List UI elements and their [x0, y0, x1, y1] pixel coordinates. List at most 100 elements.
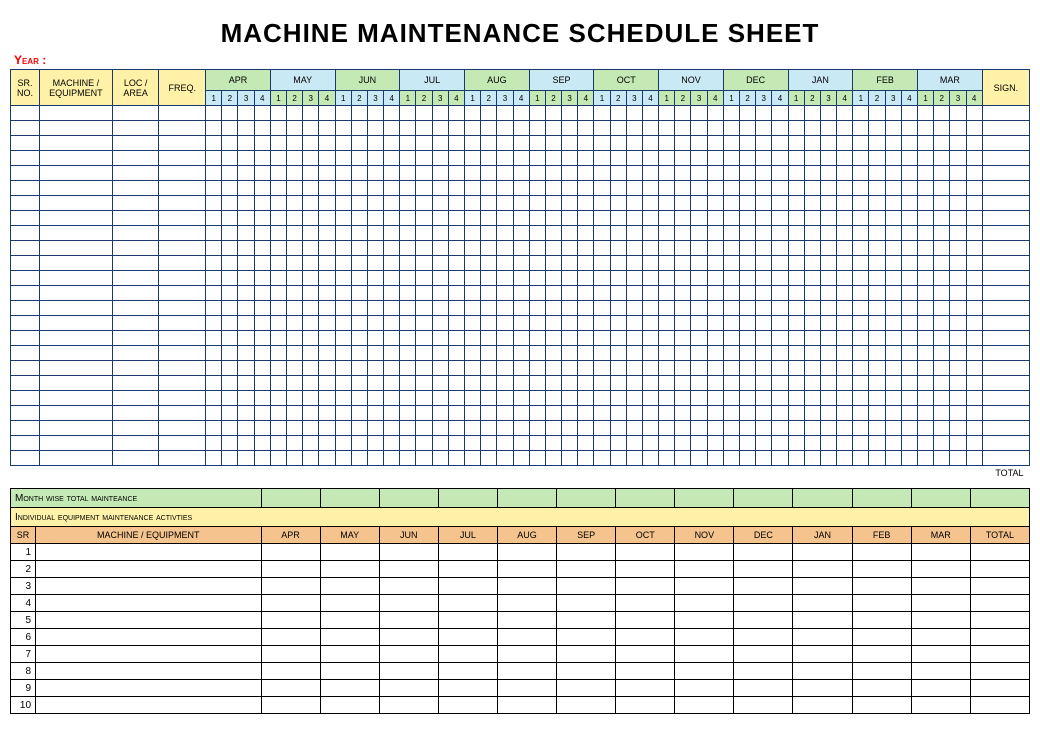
schedule-row — [11, 451, 1030, 466]
col-month-aug: AUG — [464, 70, 529, 91]
week-cell: 2 — [222, 91, 238, 106]
sum-col-dec: DEC — [734, 527, 793, 544]
week-cell: 4 — [578, 91, 594, 106]
month-wise-cell — [616, 489, 675, 508]
schedule-row — [11, 256, 1030, 271]
week-cell: 4 — [772, 91, 788, 106]
month-wise-label: Month wise total mainteance — [11, 489, 262, 508]
schedule-row — [11, 346, 1030, 361]
week-cell: 2 — [610, 91, 626, 106]
week-cell: 1 — [206, 91, 222, 106]
schedule-row — [11, 181, 1030, 196]
summary-sr: 7 — [11, 646, 36, 663]
schedule-table: SR. NO.MACHINE / EQUIPMENTLOC / AREAFREQ… — [10, 69, 1030, 480]
schedule-row — [11, 211, 1030, 226]
schedule-row — [11, 361, 1030, 376]
week-cell: 1 — [917, 91, 933, 106]
week-cell: 2 — [351, 91, 367, 106]
week-cell: 3 — [820, 91, 836, 106]
schedule-row — [11, 166, 1030, 181]
col-month-apr: APR — [206, 70, 271, 91]
week-cell: 3 — [950, 91, 966, 106]
schedule-row — [11, 106, 1030, 121]
schedule-row — [11, 391, 1030, 406]
schedule-row — [11, 196, 1030, 211]
week-cell: 2 — [804, 91, 820, 106]
summary-row: 4 — [11, 595, 1030, 612]
week-cell: 1 — [335, 91, 351, 106]
schedule-row — [11, 436, 1030, 451]
week-cell: 4 — [901, 91, 917, 106]
schedule-row — [11, 331, 1030, 346]
week-cell: 2 — [416, 91, 432, 106]
summary-table: Month wise total mainteanceIndividual eq… — [10, 488, 1030, 714]
col-month-oct: OCT — [594, 70, 659, 91]
col-month-jun: JUN — [335, 70, 400, 91]
summary-sr: 8 — [11, 663, 36, 680]
sum-col-sep: SEP — [557, 527, 616, 544]
sum-col-sr: SR — [11, 527, 36, 544]
col-freq: FREQ. — [159, 70, 206, 106]
schedule-row — [11, 421, 1030, 436]
sum-col-may: MAY — [320, 527, 379, 544]
week-cell: 2 — [287, 91, 303, 106]
schedule-row — [11, 301, 1030, 316]
summary-sr: 4 — [11, 595, 36, 612]
sum-col-jul: JUL — [438, 527, 497, 544]
week-cell: 4 — [384, 91, 400, 106]
sum-col-nov: NOV — [675, 527, 734, 544]
col-month-dec: DEC — [723, 70, 788, 91]
month-wise-cell — [852, 489, 911, 508]
week-cell: 1 — [594, 91, 610, 106]
month-wise-cell — [261, 489, 320, 508]
week-cell: 2 — [675, 91, 691, 106]
summary-sr: 5 — [11, 612, 36, 629]
week-cell: 1 — [270, 91, 286, 106]
month-wise-cell — [438, 489, 497, 508]
week-cell: 2 — [481, 91, 497, 106]
schedule-row — [11, 316, 1030, 331]
summary-row: 2 — [11, 561, 1030, 578]
summary-sr: 3 — [11, 578, 36, 595]
week-cell: 3 — [238, 91, 254, 106]
week-cell: 2 — [934, 91, 950, 106]
sum-col-jun: JUN — [379, 527, 438, 544]
week-cell: 1 — [529, 91, 545, 106]
sum-col-machine: MACHINE / EQUIPMENT — [36, 527, 261, 544]
month-wise-cell — [557, 489, 616, 508]
week-cell: 1 — [788, 91, 804, 106]
month-wise-cell — [734, 489, 793, 508]
schedule-row — [11, 271, 1030, 286]
col-month-nov: NOV — [659, 70, 724, 91]
sum-col-oct: OCT — [616, 527, 675, 544]
summary-sr: 1 — [11, 544, 36, 561]
schedule-row — [11, 151, 1030, 166]
summary-row: 3 — [11, 578, 1030, 595]
col-loc: LOC / AREA — [112, 70, 159, 106]
week-cell: 4 — [837, 91, 853, 106]
week-cell: 2 — [740, 91, 756, 106]
week-cell: 4 — [707, 91, 723, 106]
summary-row: 10 — [11, 697, 1030, 714]
summary-sr: 9 — [11, 680, 36, 697]
summary-sr: 2 — [11, 561, 36, 578]
sum-col-aug: AUG — [497, 527, 556, 544]
summary-row: 6 — [11, 629, 1030, 646]
schedule-row — [11, 241, 1030, 256]
week-cell: 3 — [691, 91, 707, 106]
week-cell: 3 — [756, 91, 772, 106]
week-cell: 4 — [254, 91, 270, 106]
sum-col-total: TOTAL — [970, 527, 1029, 544]
summary-sr: 6 — [11, 629, 36, 646]
col-month-sep: SEP — [529, 70, 594, 91]
col-sr-no: SR. NO. — [11, 70, 40, 106]
week-cell: 4 — [319, 91, 335, 106]
schedule-row — [11, 136, 1030, 151]
week-cell: 4 — [448, 91, 464, 106]
week-cell: 4 — [642, 91, 658, 106]
month-wise-cell — [320, 489, 379, 508]
week-cell: 4 — [513, 91, 529, 106]
month-wise-cell — [970, 489, 1029, 508]
col-sign: SIGN. — [982, 70, 1029, 106]
col-machine: MACHINE / EQUIPMENT — [40, 70, 113, 106]
